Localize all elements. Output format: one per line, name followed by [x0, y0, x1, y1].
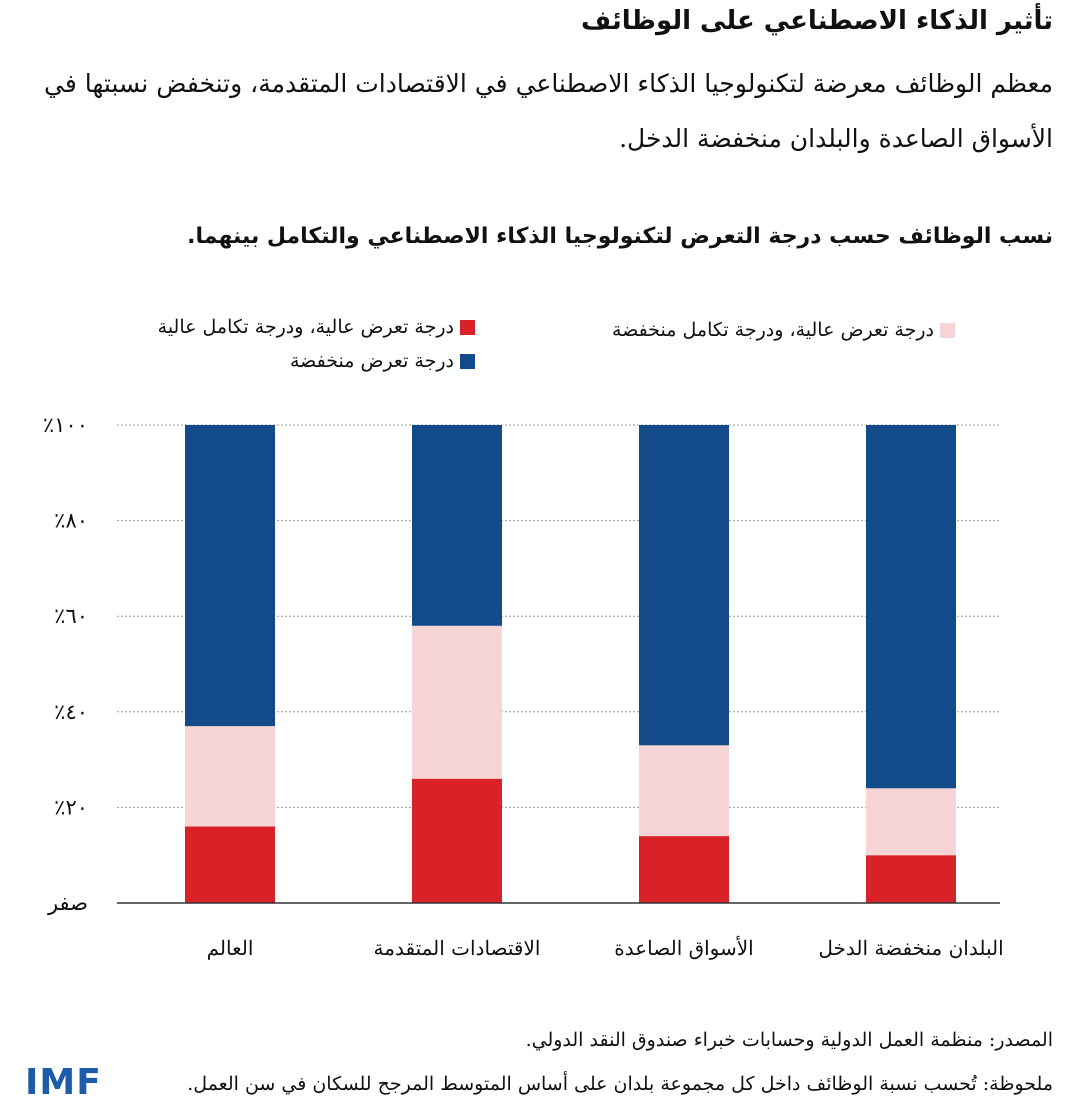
bar-segment-high_high	[412, 778, 502, 903]
page-subtitle: معظم الوظائف معرضة لتكنولوجيا الذكاء الا…	[44, 69, 1053, 153]
y-tick-label: ٪٨٠	[54, 509, 88, 533]
bar-segment-low	[185, 425, 275, 727]
bar-segment-high_low	[185, 726, 275, 827]
page-title: تأثير الذكاء الاصطناعي على الوظائف	[581, 6, 1053, 36]
bar-segment-high_low	[866, 788, 956, 856]
bar-segment-low	[866, 425, 956, 789]
x-tick-label: العالم	[207, 936, 254, 960]
legend-item-low: درجة تعرض منخفضة	[290, 349, 475, 373]
chart-title: نسب الوظائف حسب درجة التعرض لتكنولوجيا ا…	[187, 224, 1053, 249]
x-tick-label: الأسواق الصاعدة	[614, 935, 753, 960]
y-tick-label: صفر	[47, 891, 88, 916]
legend-label-high-high: درجة تعرض عالية، ودرجة تكامل عالية	[157, 316, 454, 338]
bar-segment-high_low	[412, 625, 502, 779]
legend-item-high-high: درجة تعرض عالية، ودرجة تكامل عالية	[158, 315, 475, 339]
bar-segment-high_low	[639, 745, 729, 837]
chart-plot: صفر ٪٢٠ ٪٤٠ ٪٦٠ ٪٨٠ ٪١٠٠ العالم الاقتصادات المت…	[43, 413, 1004, 960]
legend-label-low: درجة تعرض منخفضة	[289, 350, 454, 372]
bar-segment-high_high	[185, 826, 275, 903]
legend-item-high-low: درجة تعرض عالية، ودرجة تكامل منخفضة	[612, 318, 955, 342]
legend-swatch-high-low	[940, 322, 955, 338]
bar-segment-low	[412, 425, 502, 626]
legend-swatch-low	[460, 353, 475, 369]
y-tick-label: ٪٢٠	[54, 795, 88, 819]
legend-label-high-low: درجة تعرض عالية، ودرجة تكامل منخفضة	[612, 319, 934, 341]
y-tick-label: ٪١٠٠	[43, 413, 88, 437]
y-tick-label: ٪٦٠	[54, 604, 88, 628]
legend-swatch-high-high	[460, 319, 475, 335]
x-tick-label: البلدان منخفضة الدخل	[818, 936, 1003, 960]
y-tick-label: ٪٤٠	[54, 700, 88, 724]
bar-segment-high_high	[639, 836, 729, 903]
x-tick-label: الاقتصادات المتقدمة	[374, 936, 541, 960]
source-note: المصدر: منظمة العمل الدولية وحسابات خبرا…	[525, 1029, 1053, 1051]
bar-segment-high_high	[866, 855, 956, 903]
imf-logo: IMF	[25, 1062, 102, 1103]
bar-segment-low	[639, 425, 729, 746]
footnote: ملحوظة: تُحسب نسبة الوظائف داخل كل مجموع…	[187, 1073, 1053, 1095]
